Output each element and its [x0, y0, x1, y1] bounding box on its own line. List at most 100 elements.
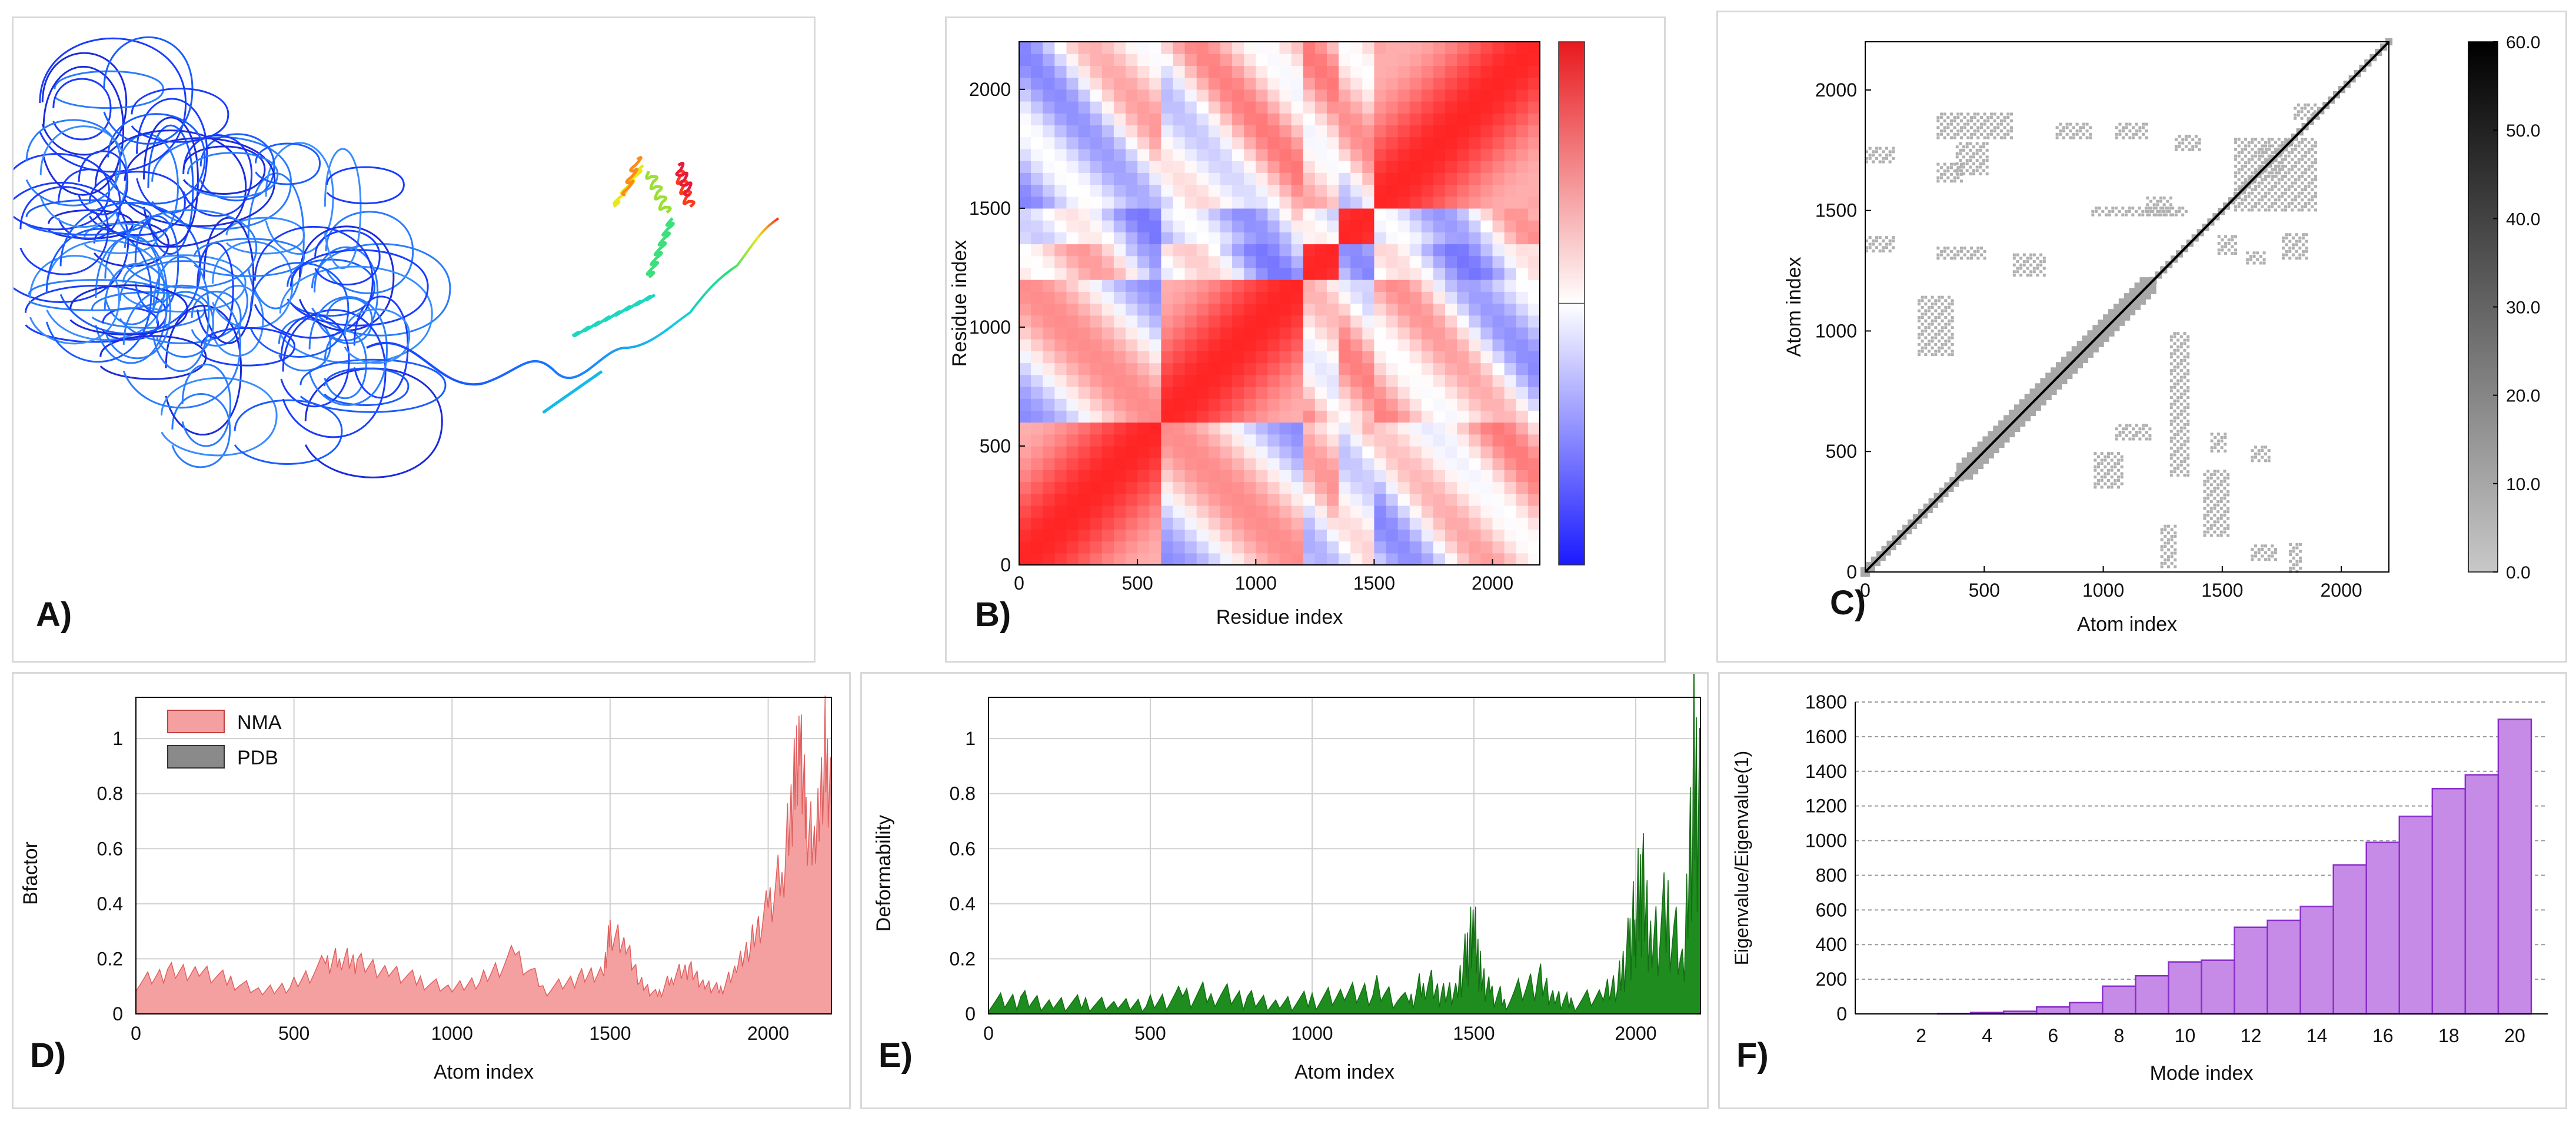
- y-tick-label: 500: [1826, 441, 1857, 462]
- y-tick-label: 1: [112, 728, 123, 749]
- bar-mode-16: [2365, 841, 2401, 1015]
- x-tick-label: 500: [1121, 573, 1153, 594]
- y-tick-label: 0.2: [950, 948, 976, 969]
- heatmap-cells: [1019, 42, 1540, 566]
- x-tick-label: 1000: [431, 1023, 473, 1044]
- protein-structure-image: [14, 36, 780, 478]
- y-tick-label: 1500: [1815, 200, 1857, 221]
- bar-mode-7: [2069, 1002, 2104, 1015]
- x-tick-label: 0: [1014, 573, 1024, 594]
- contact-map: 0 500 1000 1500 2000 0 500 1000 1500 2000 Atom ind…: [1783, 33, 2540, 636]
- y-axis-label: Deformability: [873, 815, 895, 932]
- x-tick-label: 1000: [1291, 1023, 1333, 1044]
- x-axis-label: Atom index: [2077, 613, 2177, 636]
- bar-mode-10: [2168, 961, 2202, 1015]
- panel-f: 0 200 400 600 800 1000 1200 1400 1600 1800 2 4 6 8 10 1…: [1718, 672, 2567, 1109]
- x-tick-label: 16: [2372, 1025, 2394, 1046]
- x-tick-label: 20: [2504, 1025, 2525, 1046]
- colorbar-tick-label: 0.0: [2506, 563, 2531, 583]
- x-tick-label: 500: [278, 1023, 309, 1044]
- colorbar-tick-label: 10.0: [2506, 475, 2540, 494]
- area-series-nma: [135, 696, 832, 1014]
- eigenvalue-chart: 0 200 400 600 800 1000 1200 1400 1600 1800 2 4 6 8 10 1…: [1731, 691, 2548, 1085]
- x-tick-label: 2: [1916, 1025, 1926, 1046]
- bar-mode-6: [2036, 1006, 2071, 1015]
- y-tick-label: 600: [1816, 899, 1847, 920]
- y-tick-label: 0: [1000, 554, 1011, 576]
- colorbar-tick-label: 50.0: [2506, 121, 2540, 141]
- y-tick-label: 1000: [1815, 320, 1857, 341]
- bar-mode-13: [2267, 919, 2301, 1015]
- bar-mode-9: [2135, 974, 2169, 1015]
- bar-mode-14: [2299, 906, 2334, 1015]
- y-tick-label: 200: [1816, 969, 1847, 990]
- x-tick-label: 2000: [2320, 580, 2362, 601]
- y-tick-label: 0: [112, 1003, 123, 1024]
- plot-frame: [1019, 41, 1540, 566]
- y-tick-label: 0.2: [97, 948, 123, 969]
- bar-mode-11: [2201, 959, 2235, 1015]
- x-tick-label: 0: [1860, 580, 1871, 601]
- y-tick-label: 0.6: [950, 838, 976, 859]
- panel-f-label: F): [1736, 1036, 1769, 1075]
- y-tick-label: 1600: [1805, 726, 1847, 747]
- deformability-chart: 0 500 1000 1500 2000 0 0.2 0.4 0.6 0.8 1 Atom index…: [873, 674, 1701, 1083]
- x-axis-label: Atom index: [1294, 1061, 1394, 1083]
- panel-a: A): [12, 16, 816, 663]
- y-tick-label: 1200: [1805, 796, 1847, 817]
- x-axis-label: Atom index: [434, 1061, 534, 1083]
- y-tick-label: 0: [965, 1003, 976, 1024]
- y-tick-label: 2000: [1815, 79, 1857, 101]
- x-tick-label: 1000: [1235, 573, 1277, 594]
- y-tick-label: 2000: [969, 79, 1011, 100]
- x-tick-label: 12: [2241, 1025, 2262, 1046]
- y-tick-label: 1000: [1805, 830, 1847, 851]
- y-tick-label: 1400: [1805, 761, 1847, 782]
- colorbar: [2468, 41, 2498, 573]
- y-tick-label: 0: [1836, 1003, 1847, 1024]
- diagonal-line: [1864, 41, 2390, 573]
- x-tick-label: 1000: [2082, 580, 2124, 601]
- colorbar-tick-label: 20.0: [2506, 387, 2540, 406]
- x-tick-label: 1500: [2201, 580, 2243, 601]
- x-tick-label: 2000: [1472, 573, 1513, 594]
- bar-mode-8: [2102, 985, 2136, 1015]
- x-tick-label: 4: [1982, 1025, 1992, 1046]
- x-tick-label: 8: [2114, 1025, 2124, 1046]
- x-tick-label: 6: [2048, 1025, 2058, 1046]
- y-tick-label: 0: [1846, 561, 1857, 583]
- x-tick-label: 1500: [1353, 573, 1395, 594]
- y-tick-label: 0.4: [950, 893, 976, 914]
- legend-label-pdb: PDB: [237, 747, 278, 769]
- panel-b-label: B): [975, 596, 1011, 634]
- panel-e: 0 500 1000 1500 2000 0 0.2 0.4 0.6 0.8 1 Atom index…: [860, 672, 1709, 1109]
- y-tick-label: 0.8: [950, 783, 976, 804]
- y-tick-label: 500: [980, 435, 1011, 457]
- plot-frame: [1865, 41, 2389, 573]
- y-tick-label: 1500: [969, 198, 1011, 219]
- y-tick-label: 800: [1816, 864, 1847, 886]
- x-axis-label: Residue index: [1216, 606, 1343, 628]
- panel-b: 0 500 1000 1500 2000 0 500 1000 1500 2000 Residue …: [945, 16, 1666, 663]
- panel-c-label: C): [1830, 584, 1866, 622]
- colorbar-tick-label: 40.0: [2506, 209, 2540, 229]
- bar-mode-17: [2398, 816, 2434, 1015]
- x-tick-label: 10: [2175, 1025, 2196, 1046]
- bar-mode-20: [2497, 718, 2532, 1015]
- panel-e-label: E): [878, 1036, 913, 1075]
- x-tick-label: 0: [983, 1023, 994, 1044]
- residue-correlation-map: 0 500 1000 1500 2000 0 500 1000 1500 2000 Residue …: [948, 41, 1585, 628]
- y-axis-label: Atom index: [1783, 257, 1805, 357]
- y-tick-label: 400: [1816, 934, 1847, 955]
- legend-swatch-pdb: [167, 745, 225, 769]
- y-axis-label: Residue index: [948, 240, 971, 367]
- colorbar-tick-label: 30.0: [2506, 298, 2540, 318]
- bar-mode-19: [2464, 774, 2500, 1015]
- y-tick-label: 1000: [969, 317, 1011, 338]
- y-axis-label: Bfactor: [19, 841, 42, 905]
- plot-frame: [988, 697, 1701, 1014]
- y-tick-label: 0.8: [97, 783, 123, 804]
- x-axis-label: Mode index: [2150, 1062, 2254, 1085]
- x-tick-label: 500: [1969, 580, 2000, 601]
- panel-d: 0 500 1000 1500 2000 0 0.2 0.4 0.6 0.8 1 Atom index…: [12, 672, 851, 1109]
